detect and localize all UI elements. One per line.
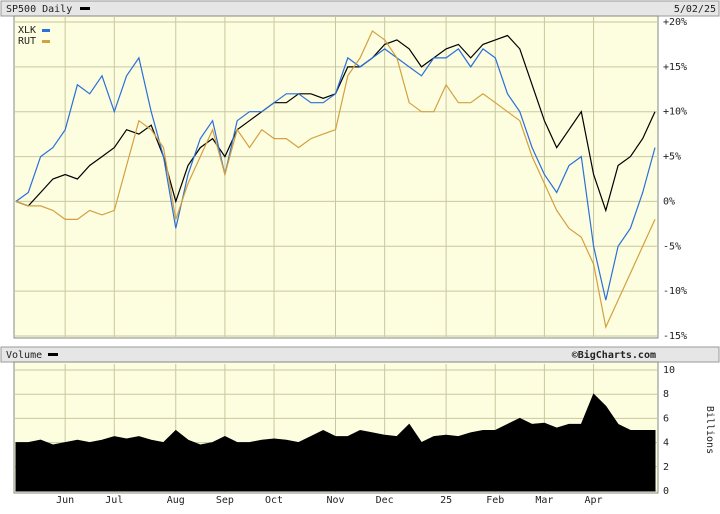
y-tick-label: +10% bbox=[663, 107, 687, 118]
date-label: 5/02/25 bbox=[674, 4, 716, 15]
y-tick-label: 8 bbox=[663, 389, 669, 400]
x-tick-label: Jun bbox=[56, 495, 74, 506]
x-tick-label: Nov bbox=[326, 495, 344, 506]
y-tick-label: 2 bbox=[663, 462, 669, 473]
x-tick-label: Mar bbox=[535, 495, 553, 506]
y-tick-label: -5% bbox=[663, 241, 681, 252]
source: ©BigCharts.com bbox=[572, 349, 656, 361]
y-tick-label: 4 bbox=[663, 438, 669, 449]
y-tick-label: +20% bbox=[663, 17, 687, 28]
y-tick-label: 0 bbox=[663, 486, 669, 497]
legend-swatch bbox=[80, 7, 90, 10]
y-tick-label: +15% bbox=[663, 62, 687, 73]
series-line bbox=[15, 30, 656, 329]
x-tick-label: Feb bbox=[486, 495, 504, 506]
legend-swatch bbox=[42, 40, 50, 43]
x-tick-label: Oct bbox=[265, 495, 283, 506]
x-tick-label: Sep bbox=[216, 495, 234, 506]
y-tick-label: -10% bbox=[663, 286, 687, 297]
x-tick-label: Dec bbox=[376, 495, 394, 506]
x-tick-label: 25 bbox=[440, 495, 452, 506]
legend-label: XLK bbox=[18, 25, 36, 36]
volume-area bbox=[15, 393, 656, 492]
series-line bbox=[15, 48, 656, 301]
y-tick-label: +5% bbox=[663, 152, 681, 163]
x-tick-label: Jul bbox=[105, 495, 123, 506]
y-tick-label: 0% bbox=[663, 196, 675, 207]
x-tick-label: Apr bbox=[585, 495, 603, 506]
x-tick-label: Aug bbox=[167, 495, 185, 506]
legend-swatch bbox=[48, 353, 58, 356]
y-tick-label: -15% bbox=[663, 331, 687, 342]
legend-label: SP500 Daily bbox=[6, 4, 72, 15]
y-tick-label: 10 bbox=[663, 365, 675, 376]
legend-swatch bbox=[42, 29, 50, 32]
y-tick-label: 6 bbox=[663, 413, 669, 424]
y-axis-label: Billions bbox=[704, 406, 715, 454]
volume-title: Volume bbox=[6, 350, 42, 361]
legend-label: RUT bbox=[18, 36, 36, 47]
header-bar bbox=[0, 0, 720, 17]
